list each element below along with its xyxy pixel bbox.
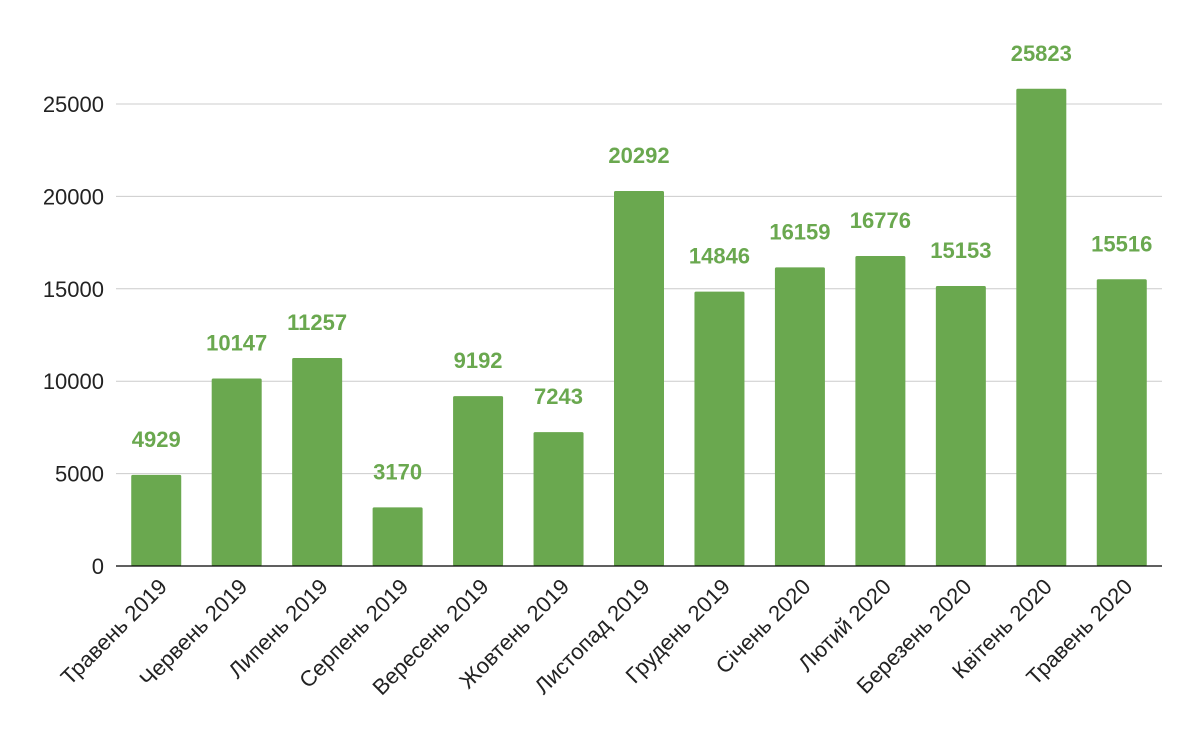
data-label: 11257 <box>287 310 347 335</box>
bars <box>131 88 1147 567</box>
data-label: 20292 <box>608 143 669 168</box>
y-axis-ticks: 0 5000 10000 15000 20000 25000 <box>43 92 104 579</box>
y-tick-label: 10000 <box>43 369 104 394</box>
data-label: 16159 <box>769 219 830 244</box>
bar <box>694 291 745 566</box>
data-labels: 4929 10147 11257 3170 9192 7243 20292 14846 1615… <box>132 41 1153 485</box>
data-label: 7243 <box>534 384 583 409</box>
bar <box>1096 279 1147 566</box>
data-label: 14846 <box>689 244 750 269</box>
data-label: 16776 <box>850 208 911 233</box>
y-tick-label: 0 <box>92 554 104 579</box>
bar <box>211 378 262 566</box>
bar <box>131 474 182 566</box>
bar <box>1016 88 1067 567</box>
y-tick-label: 25000 <box>43 92 104 117</box>
bar <box>372 507 423 566</box>
y-tick-label: 5000 <box>55 462 104 487</box>
data-label: 10147 <box>206 330 267 355</box>
bar <box>935 285 986 566</box>
data-label: 4929 <box>132 427 181 452</box>
data-label: 25823 <box>1011 41 1072 66</box>
data-label: 9192 <box>454 348 503 373</box>
bar <box>292 357 343 566</box>
bar <box>533 432 584 566</box>
bar <box>614 191 664 566</box>
bar <box>855 255 906 566</box>
bar <box>453 396 504 566</box>
y-tick-label: 20000 <box>43 184 104 209</box>
data-label: 15516 <box>1091 231 1152 256</box>
bar <box>774 267 825 566</box>
data-label: 15153 <box>930 238 991 263</box>
y-tick-label: 15000 <box>43 277 104 302</box>
data-label: 3170 <box>373 459 422 484</box>
